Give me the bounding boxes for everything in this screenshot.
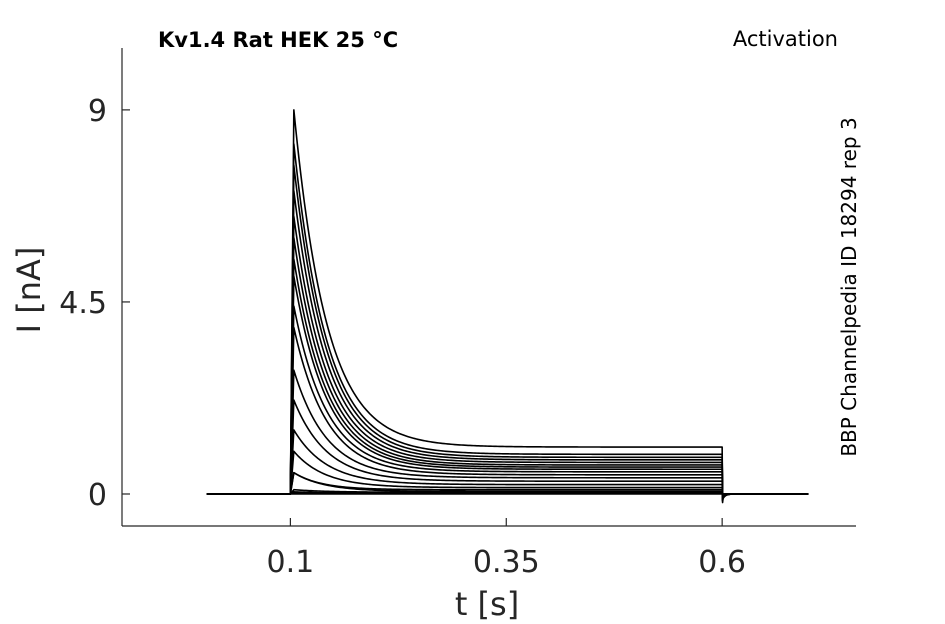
trace-6	[206, 471, 809, 496]
trace-14	[206, 258, 809, 500]
y-tick-label: 9	[88, 94, 107, 129]
trace-13	[206, 275, 809, 500]
trace-16	[206, 215, 809, 501]
trace-4	[206, 488, 809, 496]
trace-group	[206, 109, 809, 504]
side-note: BBP Channelpedia ID 18294 rep 3	[837, 117, 861, 456]
trace-3	[206, 491, 809, 495]
x-axis-label: t [s]	[455, 585, 519, 623]
trace-20	[206, 109, 809, 504]
trace-15	[206, 237, 809, 501]
trace-17	[206, 190, 809, 501]
chart-title: Kv1.4 Rat HEK 25 °C	[158, 28, 398, 52]
y-axis-label: I [nA]	[10, 247, 48, 334]
y-tick-label: 0	[88, 478, 107, 513]
trace-9	[206, 399, 809, 498]
trace-7	[206, 450, 809, 496]
trace-19	[206, 143, 809, 503]
trace-18	[206, 164, 809, 502]
trace-12	[206, 305, 809, 499]
trace-5	[206, 471, 809, 496]
y-tick-label: 4.5	[59, 286, 107, 321]
x-tick-label: 0.35	[473, 545, 540, 580]
x-ticks: 0.1 0.35 0.6	[267, 518, 746, 580]
y-ticks: 04.59	[59, 94, 130, 513]
x-tick-label: 0.1	[267, 545, 315, 580]
protocol-label: Activation	[733, 27, 838, 51]
trace-10	[206, 369, 809, 498]
trace-8	[206, 429, 809, 497]
trace-11	[206, 326, 809, 499]
x-tick-label: 0.6	[698, 545, 746, 580]
